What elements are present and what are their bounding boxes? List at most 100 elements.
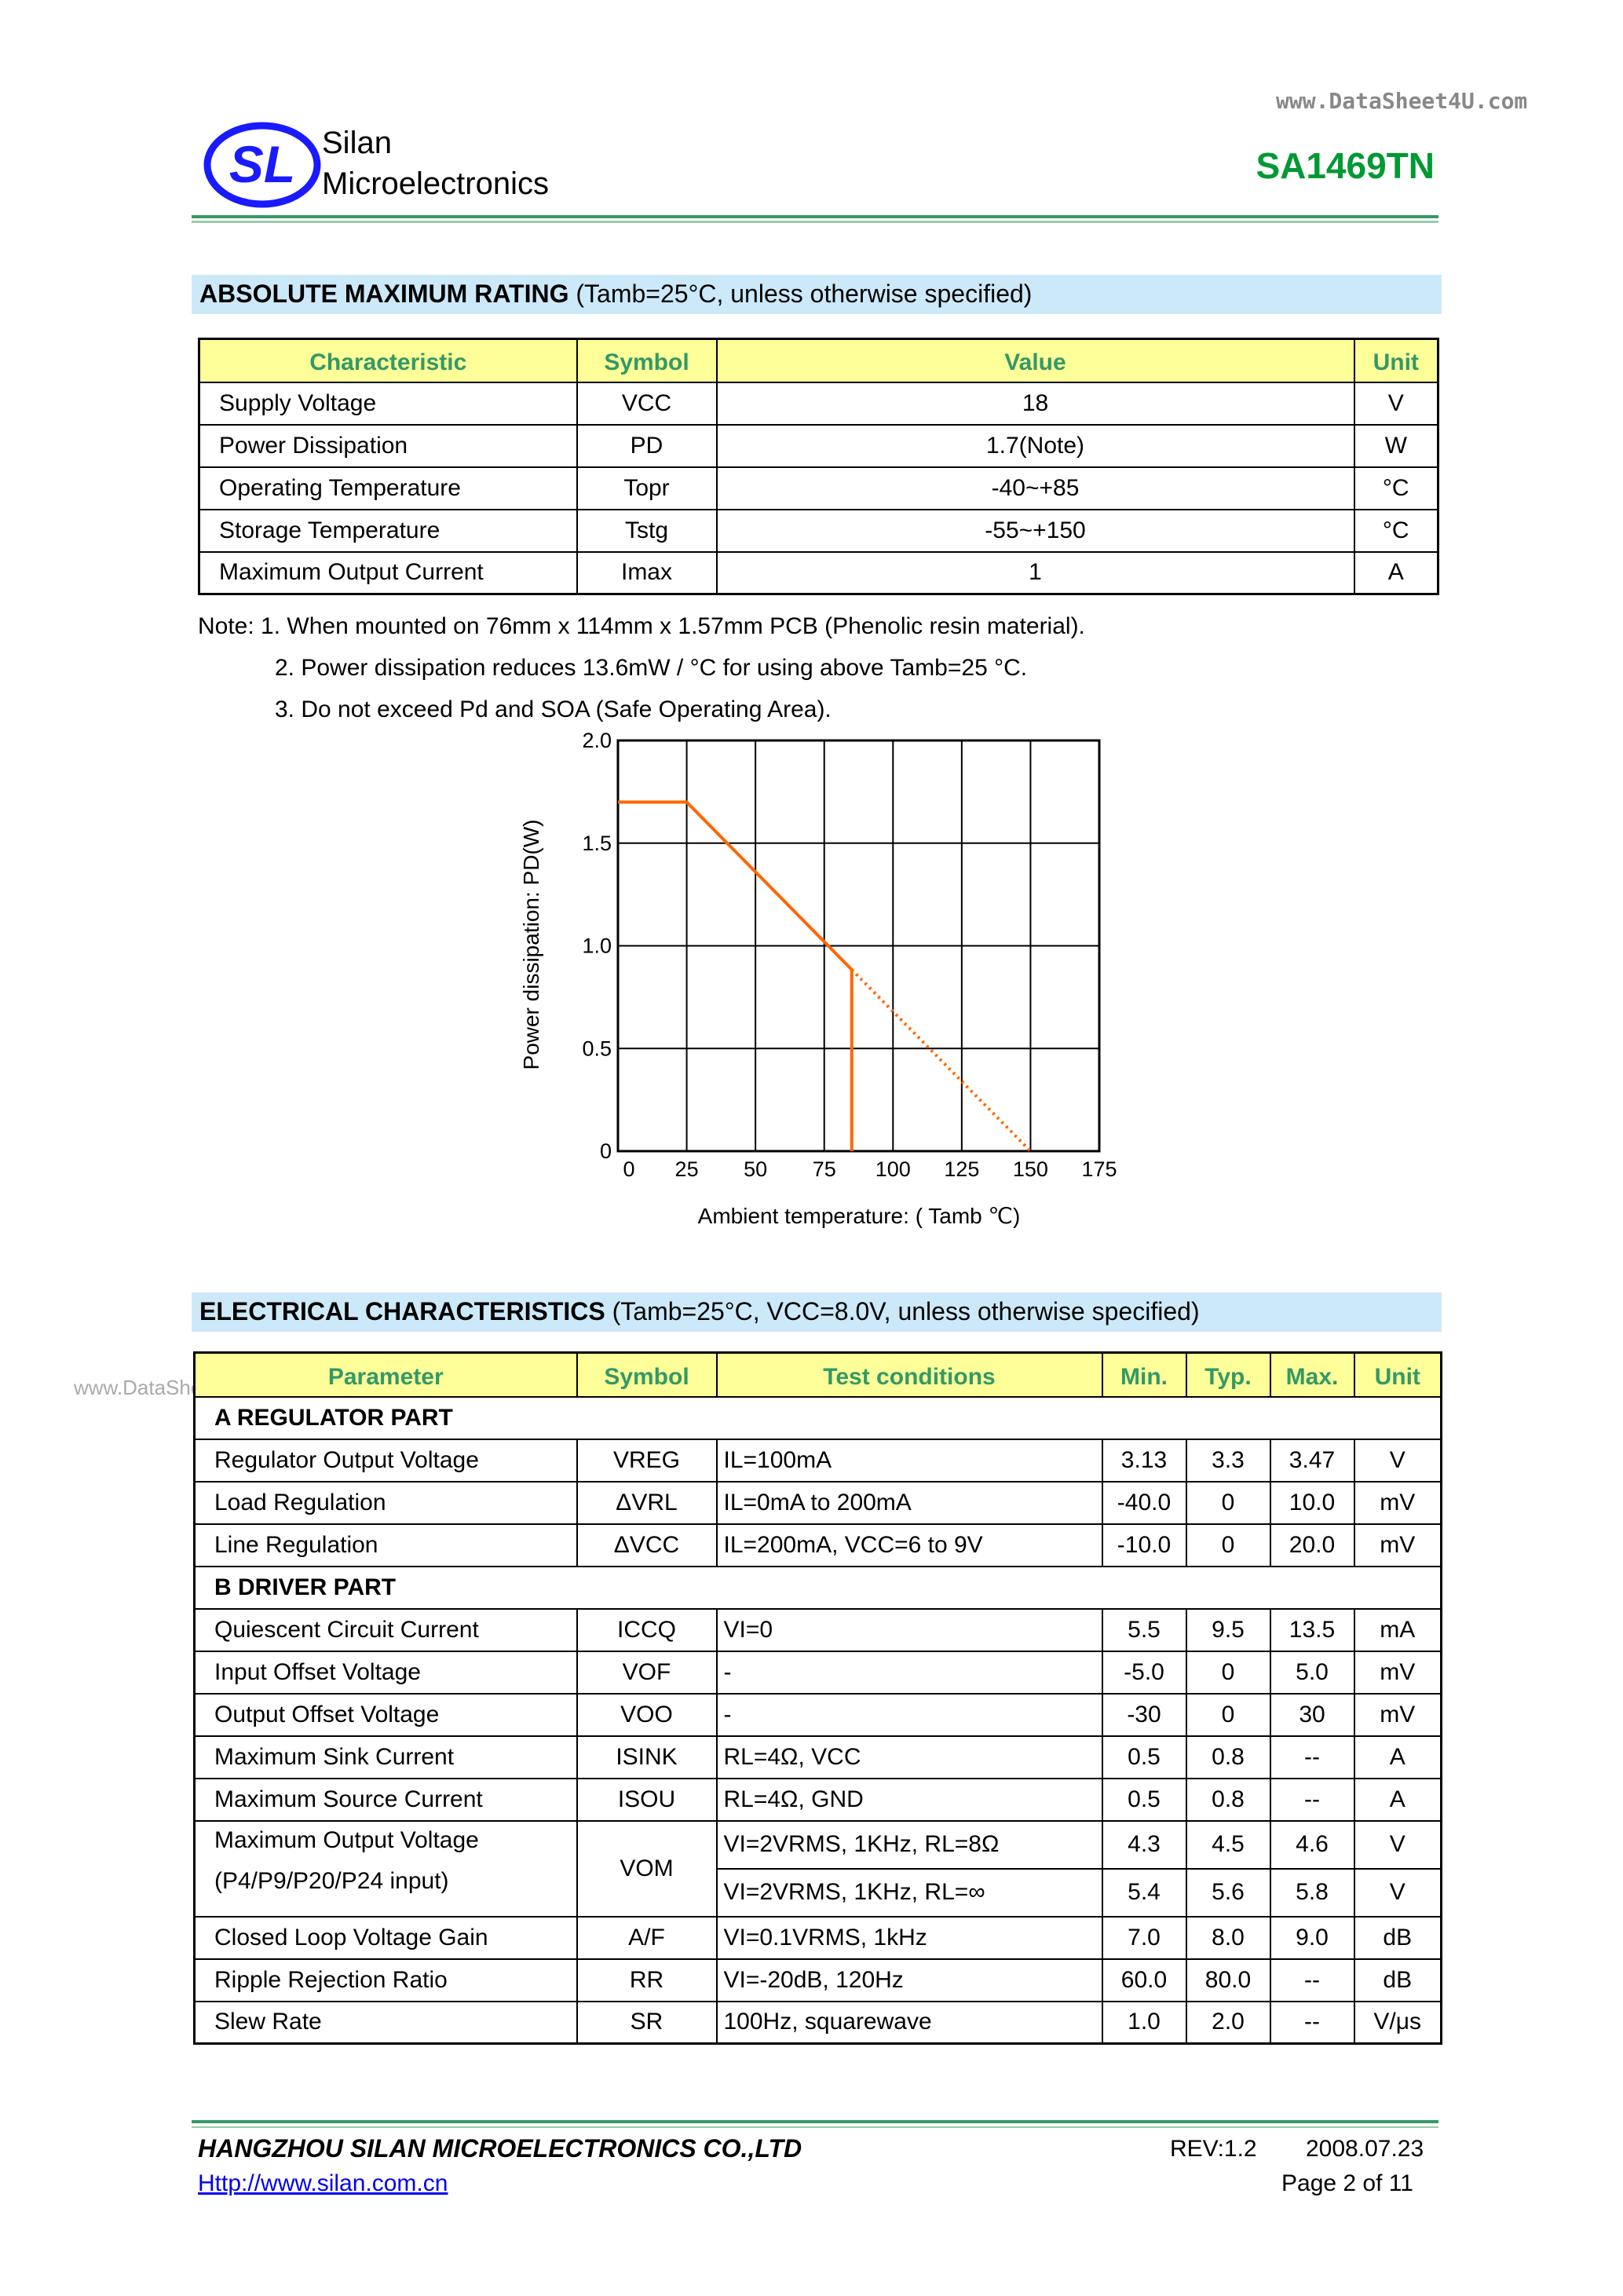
table-row: Storage Temperature Tstg -55~+150 °C bbox=[198, 508, 1439, 553]
value-cell: -30 bbox=[1101, 1692, 1187, 1737]
logo: SL bbox=[203, 122, 321, 208]
logo-ring bbox=[203, 122, 321, 208]
table-cell: V bbox=[1353, 381, 1439, 426]
table-row: Operating Temperature Topr -40~+85 °C bbox=[198, 466, 1439, 510]
y-tick-label: 0 bbox=[600, 1139, 612, 1163]
section-title: ABSOLUTE MAXIMUM RATING (Tamb=25°C, unle… bbox=[199, 280, 1032, 309]
table-row: Maximum Source Current ISOU RL=4Ω, GND 0.5 0… bbox=[193, 1777, 1442, 1822]
value-cell: -10.0 bbox=[1101, 1523, 1187, 1567]
value-cell: V bbox=[1353, 1819, 1442, 1870]
value-cell: A bbox=[1353, 1735, 1442, 1779]
value-cell: -5.0 bbox=[1101, 1650, 1187, 1695]
table-row: Load Regulation ΔVRL IL=0mA to 200mA -40.0 0… bbox=[193, 1480, 1442, 1525]
page-number: Page 2 of 11 bbox=[1281, 2170, 1413, 2196]
rule bbox=[192, 221, 1438, 223]
column-header: Typ. bbox=[1185, 1351, 1271, 1398]
value-cell: dB bbox=[1353, 1958, 1442, 2002]
x-tick-label: 25 bbox=[675, 1157, 699, 1181]
x-tick-label: 75 bbox=[813, 1157, 836, 1181]
parameter-cell: Line Regulation bbox=[193, 1523, 578, 1567]
x-tick-label: 50 bbox=[744, 1157, 767, 1181]
footer-company: HANGZHOU SILAN MICROELECTRONICS CO.,LTD bbox=[198, 2134, 802, 2163]
test-condition: IL=0mA to 200mA bbox=[715, 1480, 1103, 1525]
value-cell: 60.0 bbox=[1101, 1958, 1187, 2002]
symbol: VOF bbox=[576, 1650, 718, 1695]
value-cell: 0.5 bbox=[1101, 1777, 1187, 1822]
parameter-cell: Closed Loop Voltage Gain bbox=[193, 1915, 578, 1960]
table-row: Slew Rate SR 100Hz, squarewave 1.0 2.0 -- V/μs bbox=[193, 2000, 1442, 2045]
symbol: VOM bbox=[576, 1819, 718, 1918]
table-cell: A bbox=[1353, 550, 1439, 595]
value-cell: -40.0 bbox=[1101, 1480, 1187, 1525]
table-row: Supply Voltage VCC 18 V bbox=[198, 381, 1439, 426]
parameter-cell: Regulator Output Voltage bbox=[193, 1438, 578, 1483]
table-row: Maximum Output Current Imax 1 A bbox=[198, 550, 1439, 595]
value-cell: 5.0 bbox=[1269, 1650, 1355, 1695]
parameter: Input Offset Voltage bbox=[214, 1658, 421, 1685]
table-row: Maximum Output Voltage (P4/P9/P20/P24 inp… bbox=[193, 1819, 1442, 1918]
website-link[interactable]: Http://www.silan.com.cn bbox=[198, 2170, 448, 2196]
table-row: Closed Loop Voltage Gain A/F VI=0.1VRMS, 1… bbox=[193, 1915, 1442, 1960]
header-row: Characteristic Symbol Value Unit bbox=[198, 338, 1439, 383]
date: 2008.07.23 bbox=[1306, 2136, 1424, 2162]
section-row: A REGULATOR PART bbox=[193, 1395, 1442, 1440]
value-cell: 3.13 bbox=[1101, 1438, 1187, 1483]
parameter: Maximum Output Voltage bbox=[214, 1826, 479, 1853]
table-row: VI=2VRMS, 1KHz, RL=∞ 5.4 5.6 5.8 V bbox=[195, 1867, 1442, 1918]
value-cell: A bbox=[1353, 1777, 1442, 1822]
title: ELECTRICAL CHARACTERISTICS bbox=[199, 1297, 605, 1325]
y-tick-label: 2.0 bbox=[582, 729, 612, 752]
parameter-cell: Input Offset Voltage bbox=[193, 1650, 578, 1695]
parameter: Output Offset Voltage bbox=[214, 1701, 440, 1727]
value-cell: -- bbox=[1269, 1735, 1355, 1779]
table-cell: Tstg bbox=[576, 508, 718, 553]
x-tick-label: 100 bbox=[875, 1157, 911, 1181]
parameter: Maximum Sink Current bbox=[214, 1743, 455, 1770]
value-cell: V bbox=[1353, 1867, 1442, 1918]
value-cell: 3.47 bbox=[1269, 1438, 1355, 1483]
plot-frame bbox=[616, 739, 1101, 1153]
table-cell: Supply Voltage bbox=[198, 381, 578, 426]
value-cell: 30 bbox=[1269, 1692, 1355, 1737]
table-cell: 1 bbox=[715, 550, 1355, 595]
x-tick-label: 0 bbox=[623, 1157, 634, 1181]
value-cell: -- bbox=[1269, 2000, 1355, 2045]
value-cell: 0 bbox=[1185, 1692, 1271, 1737]
rating-table: Characteristic Symbol Value Unit Supply Volt… bbox=[198, 338, 1439, 595]
table-cell: -40~+85 bbox=[715, 466, 1355, 510]
value-cell: mA bbox=[1353, 1607, 1442, 1652]
section-title: ELECTRICAL CHARACTERISTICS (Tamb=25°C, V… bbox=[199, 1297, 1200, 1326]
table-cell: °C bbox=[1353, 508, 1439, 553]
table-cell: Storage Temperature bbox=[198, 508, 578, 553]
test-condition: IL=100mA bbox=[715, 1438, 1103, 1483]
x-tick-label: 150 bbox=[1013, 1157, 1048, 1181]
value-cell: 9.0 bbox=[1269, 1915, 1355, 1960]
section-row: B DRIVER PART bbox=[193, 1565, 1442, 1610]
x-tick-label: 175 bbox=[1081, 1157, 1117, 1181]
table-row: Quiescent Circuit Current ICCQ VI=0 5.5 9.5 1… bbox=[193, 1607, 1442, 1652]
section-band: ELECTRICAL CHARACTERISTICS (Tamb=25°C, V… bbox=[192, 1292, 1442, 1332]
x-axis-label: Ambient temperature: ( Tamb ℃) bbox=[698, 1204, 1021, 1228]
value-cell: mV bbox=[1353, 1523, 1442, 1567]
parameter: Quiescent Circuit Current bbox=[214, 1616, 479, 1643]
table-cell: W bbox=[1353, 423, 1439, 468]
company-name: Silan bbox=[322, 126, 392, 160]
parameter-note: (P4/P9/P20/P24 input) bbox=[214, 1867, 449, 1894]
value-cell: 4.6 bbox=[1269, 1819, 1355, 1870]
value-cell: 13.5 bbox=[1269, 1607, 1355, 1652]
value-cell: 4.5 bbox=[1185, 1819, 1271, 1870]
test-condition: VI=0.1VRMS, 1kHz bbox=[715, 1915, 1103, 1960]
test-condition: RL=4Ω, VCC bbox=[715, 1735, 1103, 1779]
section-title: B DRIVER PART bbox=[193, 1565, 1442, 1610]
value-cell: 5.6 bbox=[1185, 1867, 1271, 1918]
title: ABSOLUTE MAXIMUM RATING bbox=[199, 280, 569, 308]
value-cell: 0.8 bbox=[1185, 1777, 1271, 1822]
value-cell: 4.3 bbox=[1101, 1819, 1187, 1870]
test-condition: IL=200mA, VCC=6 to 9V bbox=[715, 1523, 1103, 1567]
column-header: Test conditions bbox=[715, 1351, 1103, 1398]
symbol: SR bbox=[576, 2000, 718, 2045]
condition: (Tamb=25°C, VCC=8.0V, unless otherwise s… bbox=[612, 1297, 1200, 1325]
table-cell: Power Dissipation bbox=[198, 423, 578, 468]
electrical-table: Parameter Symbol Test conditions Min. Typ. Ma… bbox=[193, 1351, 1442, 2045]
logo-text: SL bbox=[229, 135, 295, 193]
